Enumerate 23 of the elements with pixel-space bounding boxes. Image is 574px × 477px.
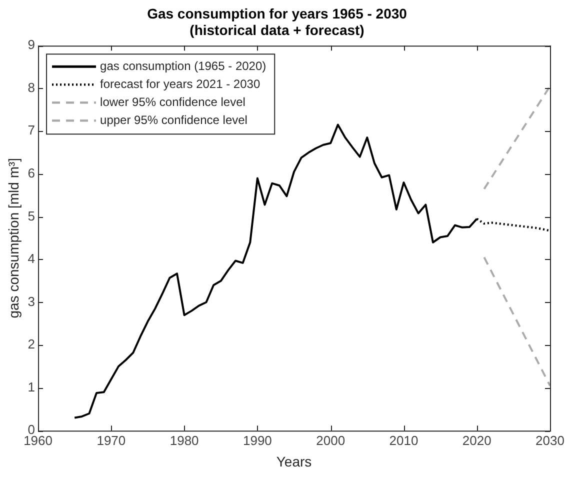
x-tick-label: 2020 [462, 432, 492, 448]
x-axis-title: Years [276, 453, 312, 470]
y-tick-label: 3 [28, 294, 36, 309]
x-tick-label: 2030 [536, 432, 564, 448]
y-tick-label: 5 [28, 208, 36, 224]
y-axis-title: gas consumption [mld m³] [5, 158, 22, 318]
y-tick-label: 2 [28, 336, 36, 352]
x-tick-label: 2000 [316, 432, 346, 448]
legend-label: lower 95% confidence level [100, 94, 246, 109]
x-tick-label: 2010 [389, 432, 418, 448]
legend-label: forecast for years 2021 - 2030 [100, 76, 260, 91]
y-tick-label: 7 [28, 122, 36, 138]
legend-label: upper 95% confidence level [100, 112, 248, 127]
chart-title: Gas consumption for years 1965 - 2030 (historical data + forecast) [147, 5, 408, 38]
y-tick-label: 6 [28, 166, 36, 181]
y-tick-label: 8 [28, 80, 36, 95]
x-tick-label: 1990 [242, 432, 272, 448]
x-tick-label: 1980 [170, 432, 199, 448]
y-tick-label: 1 [28, 379, 36, 394]
y-tick-label: 4 [28, 251, 36, 266]
x-tick-label: 1970 [96, 432, 126, 448]
y-tick-label: 9 [28, 37, 36, 52]
legend-label: gas consumption (1965 - 2020) [100, 58, 266, 73]
